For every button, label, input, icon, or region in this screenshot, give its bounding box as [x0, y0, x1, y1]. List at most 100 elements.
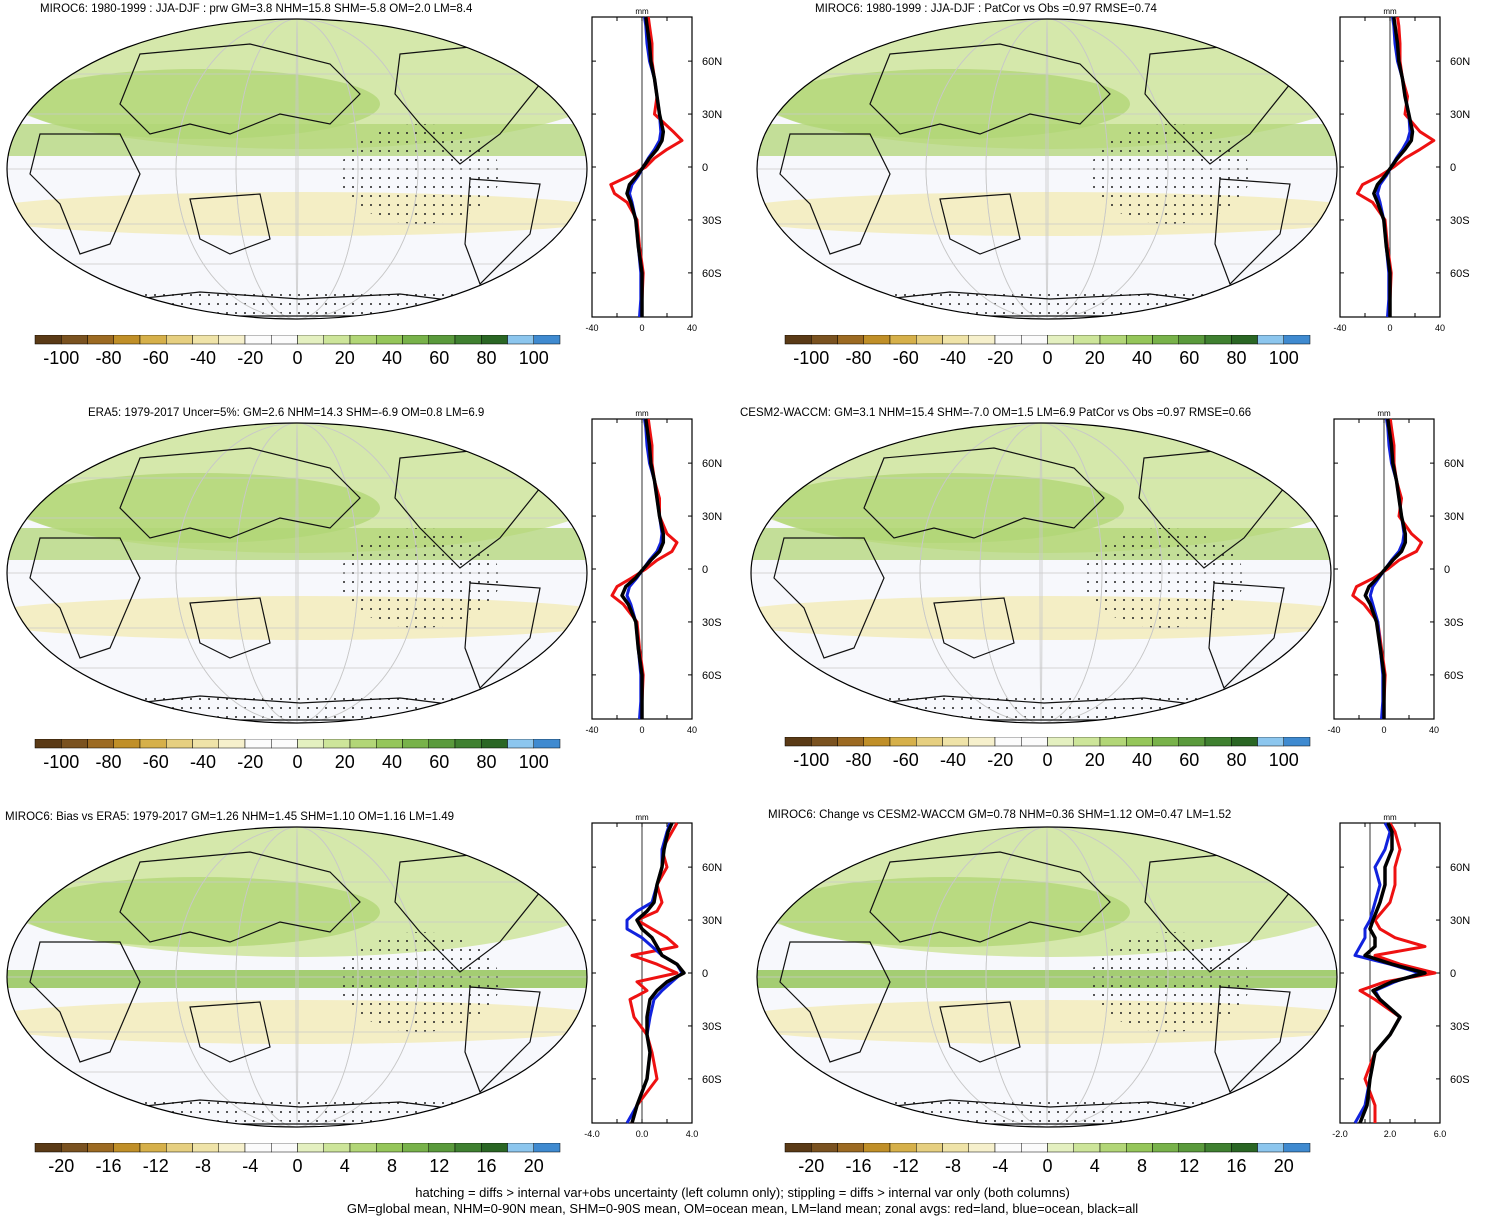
colorbar-tick-label: 0: [292, 752, 302, 772]
colorbar: -20 -16 -12 -8 -4 0 4 8 12 16 20: [34, 1143, 561, 1176]
x-tick-label: 6.0: [1434, 1129, 1447, 1139]
colorbar-swatch: [1283, 335, 1311, 345]
colorbar-swatch: [1178, 1143, 1206, 1153]
colorbar-tick-label: 4: [340, 1156, 350, 1176]
colorbar-tick-label: 20: [1274, 1156, 1294, 1176]
colorbar-swatch: [837, 1143, 864, 1153]
lat-tick-label: 60S: [1450, 268, 1470, 280]
colorbar-swatch: [349, 335, 377, 345]
colorbar-swatch: [87, 739, 114, 749]
colorbar-tick-label: 60: [429, 348, 449, 368]
colorbar-tick-label: 100: [1269, 750, 1299, 770]
colorbar-swatch: [323, 1143, 351, 1153]
colorbar-tick-label: -20: [987, 348, 1013, 368]
colorbar-tick-label: -100: [43, 348, 79, 368]
colorbar-tick-label: 60: [1179, 348, 1199, 368]
lat-tick-label: 30N: [702, 915, 722, 927]
map-panel: [756, 18, 1338, 320]
colorbar-tick-label: 0: [292, 1156, 302, 1176]
lat-tick-label: 30N: [702, 109, 722, 121]
lat-tick-label: 30S: [702, 617, 722, 629]
colorbar-swatch: [916, 335, 943, 345]
lat-tick-label: 60S: [702, 670, 722, 682]
colorbar-swatch: [1073, 335, 1101, 345]
colorbar: -100 -80 -60 -40 -20 0 20 40 60 80 100: [784, 737, 1311, 770]
colorbar-swatch: [784, 1143, 812, 1153]
colorbar-swatch: [1047, 335, 1074, 345]
colorbar-tick-label: 0: [1042, 348, 1052, 368]
lat-tick-label: 60S: [702, 268, 722, 280]
colorbar-swatch: [244, 335, 272, 345]
colorbar-swatch: [1152, 335, 1179, 345]
colorbar-swatch: [811, 1143, 838, 1153]
colorbar-swatch: [837, 737, 864, 747]
colorbar-swatch: [889, 737, 917, 747]
colorbar-swatch: [376, 335, 403, 345]
colorbar-swatch: [218, 1143, 246, 1153]
colorbar-swatch: [942, 1143, 969, 1153]
colorbar-swatch: [192, 1143, 219, 1153]
colorbar-tick-label: 60: [429, 752, 449, 772]
lat-tick-label: 0: [702, 968, 708, 980]
lat-tick-label: 30N: [1444, 511, 1464, 523]
colorbar-tick-label: -60: [893, 348, 919, 368]
colorbar-swatch: [244, 739, 272, 749]
colorbar-swatch: [1047, 737, 1074, 747]
colorbar-tick-label: -40: [190, 752, 216, 772]
colorbar-swatch: [994, 335, 1022, 345]
zonal-unit-label: mm: [635, 7, 649, 16]
colorbar-tick-label: 20: [1085, 750, 1105, 770]
colorbar-swatch: [1099, 335, 1127, 345]
colorbar-swatch: [942, 737, 969, 747]
colorbar-swatch: [968, 737, 996, 747]
colorbar-tick-label: -80: [95, 752, 121, 772]
lat-tick-label: 60S: [702, 1074, 722, 1086]
colorbar: -100 -80 -60 -40 -20 0 20 40 60 80 100: [34, 335, 561, 368]
x-tick-label: 40: [687, 725, 697, 735]
lat-tick-label: 30S: [702, 1021, 722, 1033]
colorbar-swatch: [34, 739, 62, 749]
lat-tick-label: 0: [702, 162, 708, 174]
zonal-average-plot: mm -40 0 40 60N 30N 0 30S 60S: [585, 7, 722, 333]
colorbar-swatch: [968, 1143, 996, 1153]
colorbar-tick-label: -12: [143, 1156, 169, 1176]
zonal-unit-label: mm: [1383, 813, 1397, 822]
colorbar-swatch: [863, 1143, 891, 1153]
lat-tick-label: 30S: [1450, 1021, 1470, 1033]
colorbar-tick-label: -100: [793, 348, 829, 368]
colorbar-tick-label: 0: [1042, 750, 1052, 770]
colorbar-swatch: [349, 1143, 377, 1153]
colorbar-swatch: [784, 737, 812, 747]
colorbar-swatch: [1257, 737, 1284, 747]
x-tick-label: -4.0: [584, 1129, 600, 1139]
colorbar-tick-label: 40: [382, 348, 402, 368]
colorbar-tick-label: -16: [845, 1156, 871, 1176]
lat-tick-label: 60N: [702, 458, 722, 470]
colorbar-swatch: [271, 739, 298, 749]
colorbar-swatch: [1073, 737, 1101, 747]
colorbar-swatch: [139, 739, 167, 749]
lat-tick-label: 60N: [702, 862, 722, 874]
colorbar-tick-label: 40: [382, 752, 402, 772]
colorbar-swatch: [139, 335, 167, 345]
colorbar-tick-label: -100: [793, 750, 829, 770]
colorbar-tick-label: 40: [1132, 750, 1152, 770]
colorbar-swatch: [428, 739, 456, 749]
colorbar-swatch: [428, 335, 456, 345]
colorbar-swatch: [297, 335, 324, 345]
colorbar-tick-label: -20: [237, 348, 263, 368]
colorbar: -100 -80 -60 -40 -20 0 20 40 60 80 100: [34, 739, 561, 772]
colorbar-swatch: [533, 739, 561, 749]
x-tick-label: 0: [1387, 323, 1392, 333]
colorbar-swatch: [271, 335, 298, 345]
lat-tick-label: 60S: [1450, 1074, 1470, 1086]
x-tick-label: -40: [1333, 323, 1346, 333]
colorbar-tick-label: 0: [1042, 1156, 1052, 1176]
colorbar-swatch: [811, 335, 838, 345]
colorbar-swatch: [1099, 737, 1127, 747]
colorbar-swatch: [811, 737, 838, 747]
footer-line-2: GM=global mean, NHM=0-90N mean, SHM=0-90…: [346, 1201, 1139, 1216]
colorbar-tick-label: -20: [987, 750, 1013, 770]
colorbar-swatch: [481, 739, 508, 749]
colorbar-swatch: [166, 335, 193, 345]
